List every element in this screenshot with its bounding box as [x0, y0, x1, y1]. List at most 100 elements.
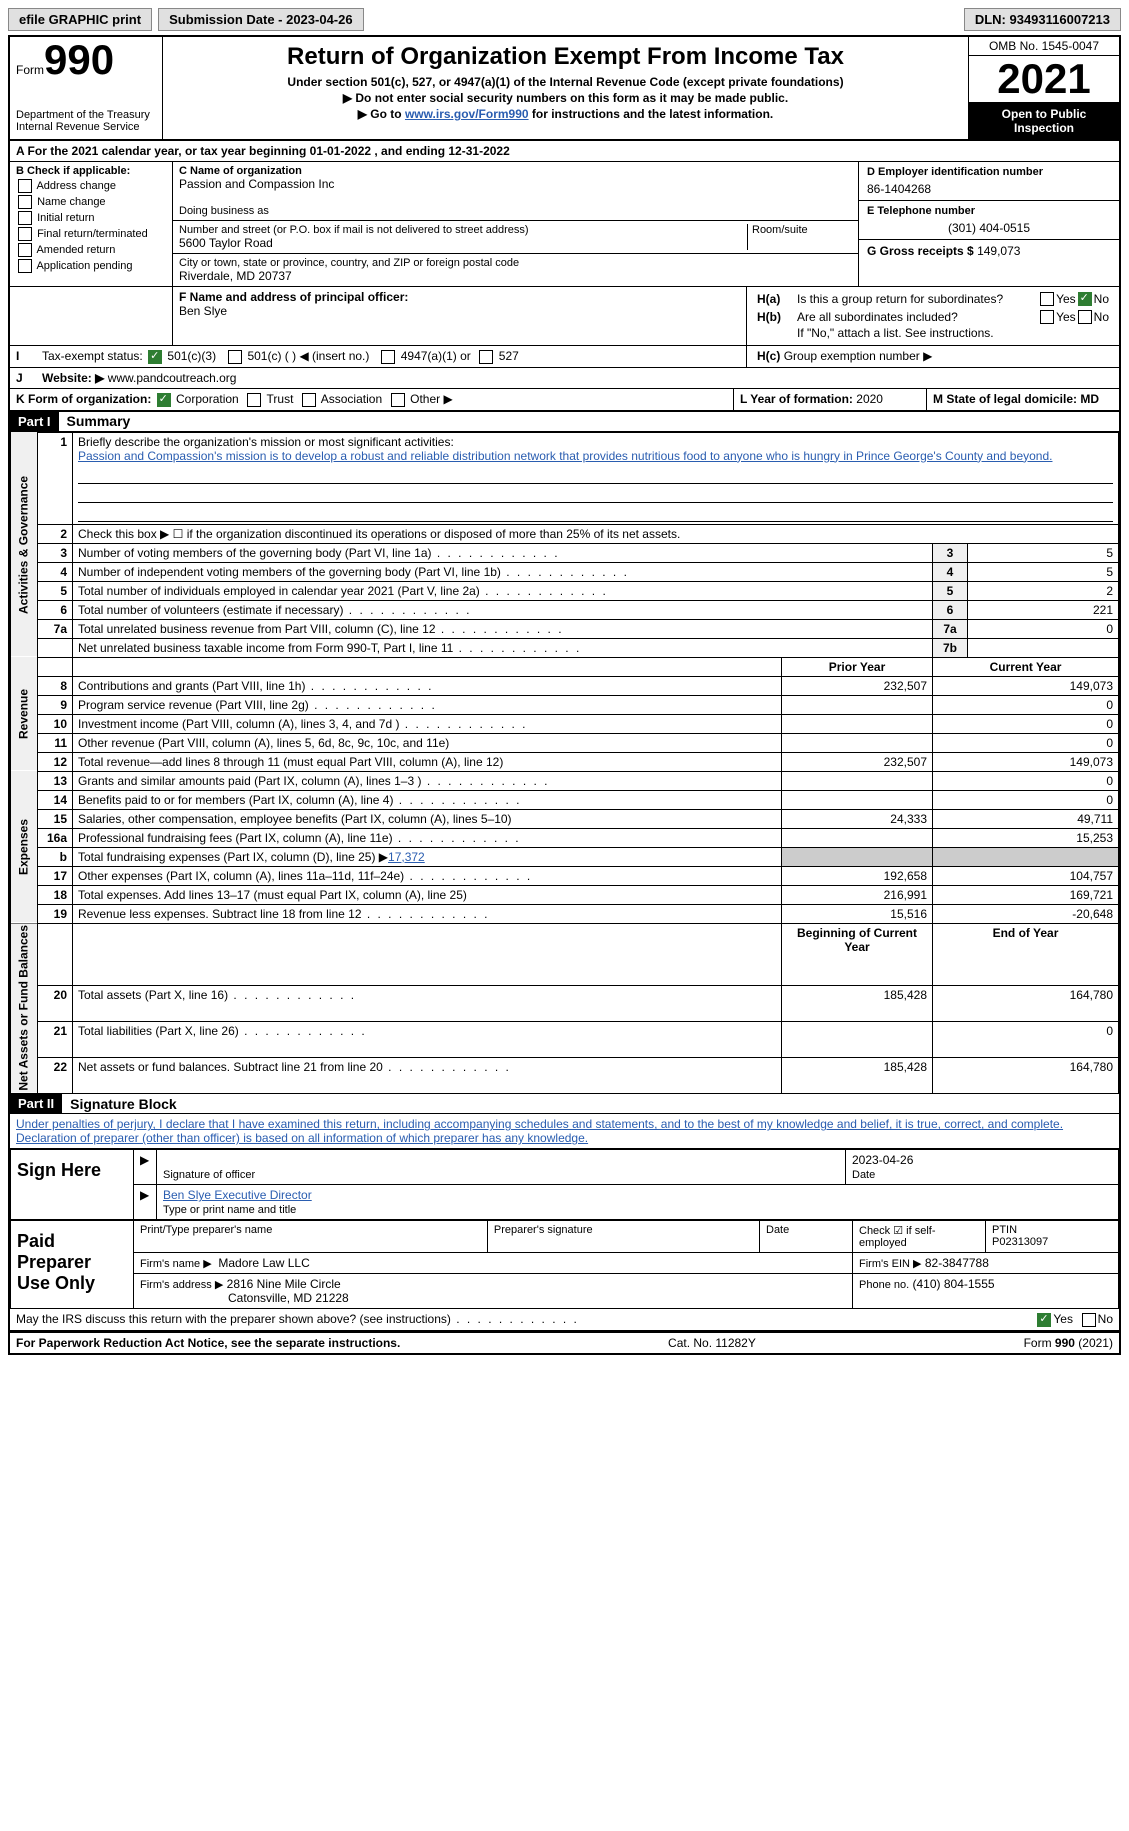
p21: [782, 1022, 933, 1058]
firm-addr: 2816 Nine Mile Circle: [227, 1277, 341, 1291]
v7a: 0: [968, 619, 1119, 638]
footer-right: Form 990 (2021): [1024, 1336, 1113, 1350]
form-container: Form990 Department of the Treasury Inter…: [8, 35, 1121, 1355]
officer-name: Ben Slye: [179, 304, 227, 318]
submission-date-button[interactable]: Submission Date - 2023-04-26: [158, 8, 364, 31]
side-netassets: Net Assets or Fund Balances: [11, 923, 38, 1094]
c18: 169,721: [933, 885, 1119, 904]
tel-value: (301) 404-0515: [867, 221, 1111, 235]
prior-hdr: Prior Year: [782, 657, 933, 676]
m-label: M State of legal domicile: MD: [933, 392, 1099, 406]
l12: Total revenue—add lines 8 through 11 (mu…: [78, 755, 503, 769]
l7a: Total unrelated business revenue from Pa…: [78, 622, 564, 636]
cb-discuss-yes[interactable]: [1037, 1313, 1051, 1327]
c10: 0: [933, 714, 1119, 733]
v6: 221: [968, 600, 1119, 619]
end-hdr: End of Year: [933, 923, 1119, 986]
l-label: L Year of formation:: [740, 392, 853, 406]
omb-number: OMB No. 1545-0047: [969, 37, 1119, 56]
firm-addr-label: Firm's address ▶: [140, 1279, 223, 1291]
hb-yes[interactable]: [1040, 310, 1054, 324]
summary-table: Activities & Governance 1 Briefly descri…: [10, 432, 1119, 1095]
sub3-post: for instructions and the latest informat…: [529, 107, 774, 121]
form-number: 990: [44, 36, 114, 83]
l16b: Total fundraising expenses (Part IX, col…: [78, 850, 388, 864]
ha-no[interactable]: [1078, 292, 1092, 306]
cb-pending[interactable]: Application pending: [16, 259, 166, 273]
l16a: Professional fundraising fees (Part IX, …: [78, 831, 521, 845]
irs-link[interactable]: www.irs.gov/Form990: [405, 107, 529, 121]
subtitle-1: Under section 501(c), 527, or 4947(a)(1)…: [167, 75, 964, 89]
l3: Number of voting members of the governin…: [78, 546, 560, 560]
part2-title: Signature Block: [62, 1096, 177, 1112]
l17: Other expenses (Part IX, column (A), lin…: [78, 869, 532, 883]
l4: Number of independent voting members of …: [78, 565, 629, 579]
cb-amended[interactable]: Amended return: [16, 243, 166, 257]
gross-value: 149,073: [977, 244, 1020, 258]
p13: [782, 771, 933, 790]
section-a: A For the 2021 calendar year, or tax yea…: [10, 141, 1119, 162]
efile-button[interactable]: efile GRAPHIC print: [8, 8, 152, 31]
c21: 0: [933, 1022, 1119, 1058]
cb-other[interactable]: [391, 393, 405, 407]
v3: 5: [968, 543, 1119, 562]
prep-print-label: Print/Type preparer's name: [134, 1221, 488, 1253]
col-b-label: B Check if applicable:: [16, 165, 166, 177]
dln-button[interactable]: DLN: 93493116007213: [964, 8, 1121, 31]
footer-left: For Paperwork Reduction Act Notice, see …: [16, 1336, 400, 1350]
cb-4947[interactable]: [381, 350, 395, 364]
cb-corp[interactable]: [157, 393, 171, 407]
p19: 15,516: [782, 904, 933, 923]
firm-city: Catonsville, MD 21228: [140, 1291, 349, 1305]
cb-address-change[interactable]: Address change: [16, 179, 166, 193]
i-label: Tax-exempt status:: [42, 349, 143, 363]
ha-yes[interactable]: [1040, 292, 1054, 306]
side-governance: Activities & Governance: [11, 432, 38, 657]
l11: Other revenue (Part VIII, column (A), li…: [78, 736, 449, 750]
room-label: Room/suite: [747, 224, 852, 250]
cb-final-return[interactable]: Final return/terminated: [16, 227, 166, 241]
mission-text: Passion and Compassion's mission is to d…: [78, 449, 1052, 463]
side-expenses: Expenses: [11, 771, 38, 923]
ein-label: D Employer identification number: [867, 166, 1111, 178]
c13: 0: [933, 771, 1119, 790]
form-title: Return of Organization Exempt From Incom…: [167, 43, 964, 71]
side-revenue: Revenue: [11, 657, 38, 771]
sig-date-label: Date: [852, 1169, 875, 1181]
sub3-pre: ▶ Go to: [358, 107, 405, 121]
c9: 0: [933, 695, 1119, 714]
cb-assoc[interactable]: [302, 393, 316, 407]
v7b: [968, 638, 1119, 657]
part2-badge: Part II: [10, 1094, 62, 1113]
v4: 5: [968, 562, 1119, 581]
subtitle-2: ▶ Do not enter social security numbers o…: [167, 91, 964, 105]
paid-preparer-label: Paid Preparer Use Only: [11, 1221, 134, 1309]
l22: Net assets or fund balances. Subtract li…: [78, 1060, 511, 1074]
l7b: Net unrelated business taxable income fr…: [78, 641, 581, 655]
cb-trust[interactable]: [247, 393, 261, 407]
hb-label: Are all subordinates included?: [797, 310, 1038, 324]
sig-officer-label: Signature of officer: [163, 1169, 255, 1181]
officer-print-name: Ben Slye Executive Director: [163, 1188, 312, 1202]
hb-no[interactable]: [1078, 310, 1092, 324]
cb-initial-return[interactable]: Initial return: [16, 211, 166, 225]
form-title-box: Return of Organization Exempt From Incom…: [163, 37, 968, 139]
column-d: D Employer identification number 86-1404…: [858, 162, 1119, 286]
cb-527[interactable]: [479, 350, 493, 364]
c16a: 15,253: [933, 828, 1119, 847]
cb-501c3[interactable]: [148, 350, 162, 364]
sig-date: 2023-04-26: [852, 1153, 913, 1167]
c15: 49,711: [933, 809, 1119, 828]
gross-label: G Gross receipts $: [867, 244, 974, 258]
curr-hdr: Current Year: [933, 657, 1119, 676]
l14: Benefits paid to or for members (Part IX…: [78, 793, 521, 807]
tel-label: E Telephone number: [867, 205, 1111, 217]
ptin-label: PTIN: [992, 1224, 1017, 1236]
j-label: Website: ▶: [42, 371, 104, 385]
p10: [782, 714, 933, 733]
cb-discuss-no[interactable]: [1082, 1313, 1096, 1327]
l13: Grants and similar amounts paid (Part IX…: [78, 774, 550, 788]
subtitle-3: ▶ Go to www.irs.gov/Form990 for instruct…: [167, 107, 964, 121]
cb-501c[interactable]: [228, 350, 242, 364]
cb-name-change[interactable]: Name change: [16, 195, 166, 209]
